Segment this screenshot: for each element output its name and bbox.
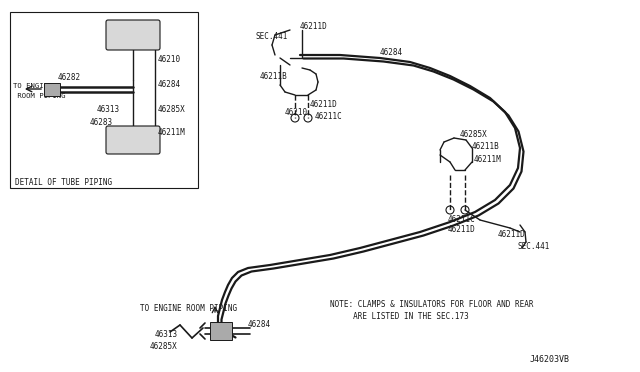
Text: ARE LISTED IN THE SEC.173: ARE LISTED IN THE SEC.173 xyxy=(330,312,468,321)
Bar xyxy=(10,12,198,188)
Text: 46211D: 46211D xyxy=(300,22,328,31)
Text: 46313: 46313 xyxy=(97,105,120,114)
Text: SEC.441: SEC.441 xyxy=(518,242,550,251)
Text: 46210: 46210 xyxy=(285,108,308,117)
Text: 46285X: 46285X xyxy=(150,342,178,351)
Text: 46284: 46284 xyxy=(248,320,271,329)
Text: 46211C: 46211C xyxy=(448,215,476,224)
Text: NOTE: CLAMPS & INSULATORS FOR FLOOR AND REAR: NOTE: CLAMPS & INSULATORS FOR FLOOR AND … xyxy=(330,300,534,309)
FancyBboxPatch shape xyxy=(106,20,160,50)
Text: 46285X: 46285X xyxy=(460,130,488,139)
Text: 46211D: 46211D xyxy=(448,225,476,234)
Text: 46313: 46313 xyxy=(155,330,178,339)
Text: TO ENGINE ROOM PIPING: TO ENGINE ROOM PIPING xyxy=(140,304,237,313)
Text: TO ENGINE: TO ENGINE xyxy=(13,83,52,89)
Bar xyxy=(44,83,60,96)
Text: ROOM PIPING: ROOM PIPING xyxy=(13,93,65,99)
Text: 46282: 46282 xyxy=(58,73,81,82)
Text: SEC.441: SEC.441 xyxy=(255,32,287,41)
Text: J46203VB: J46203VB xyxy=(530,355,570,364)
Text: 46210: 46210 xyxy=(158,55,181,64)
Text: 46285X: 46285X xyxy=(158,105,186,114)
Bar xyxy=(210,322,232,340)
Text: 46211D: 46211D xyxy=(310,100,338,109)
FancyBboxPatch shape xyxy=(106,126,160,154)
Text: 46211B: 46211B xyxy=(260,72,288,81)
Text: 46284: 46284 xyxy=(380,48,403,57)
Text: 46211B: 46211B xyxy=(472,142,500,151)
Text: 46211M: 46211M xyxy=(474,155,502,164)
Text: 46284: 46284 xyxy=(158,80,181,89)
Text: 46283: 46283 xyxy=(90,118,113,127)
Text: 46211M: 46211M xyxy=(158,128,186,137)
Text: 46211D: 46211D xyxy=(498,230,525,239)
Text: DETAIL OF TUBE PIPING: DETAIL OF TUBE PIPING xyxy=(15,178,112,187)
Text: 46211C: 46211C xyxy=(315,112,343,121)
